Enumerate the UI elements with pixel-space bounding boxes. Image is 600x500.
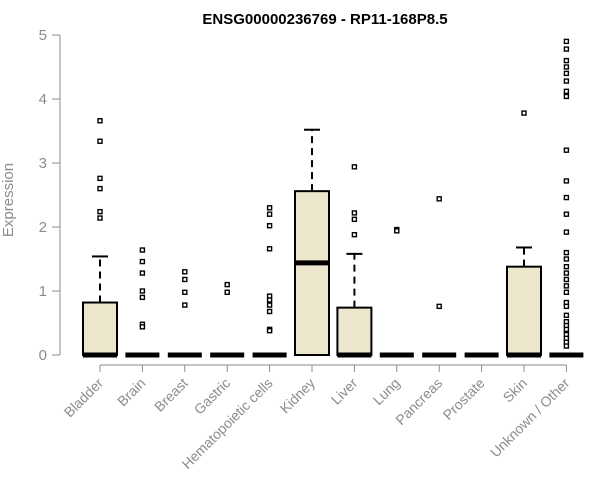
outlier-point bbox=[563, 147, 570, 153]
outlier-point bbox=[182, 276, 188, 283]
outlier-point bbox=[266, 302, 273, 308]
outlier-point bbox=[563, 70, 570, 77]
outlier-point bbox=[97, 208, 103, 215]
y-tick-label: 4 bbox=[39, 91, 47, 108]
outlier-point bbox=[563, 57, 570, 64]
x-tick-label: Kidney bbox=[277, 375, 319, 417]
x-tick-label: Breast bbox=[151, 375, 191, 415]
outlier-point bbox=[563, 194, 570, 201]
box-group bbox=[549, 38, 584, 358]
plot-area bbox=[82, 38, 584, 358]
outlier-point bbox=[563, 249, 570, 256]
outlier-point bbox=[563, 326, 570, 333]
outlier-point bbox=[436, 196, 442, 202]
outlier-point bbox=[139, 324, 146, 330]
outlier-point bbox=[351, 216, 358, 223]
outlier-point bbox=[351, 231, 358, 238]
outlier-point bbox=[563, 178, 570, 184]
outlier-point bbox=[266, 211, 273, 217]
box-group bbox=[167, 269, 202, 358]
y-tick-label: 2 bbox=[39, 219, 47, 236]
outlier-point bbox=[563, 88, 570, 95]
outlier-point bbox=[563, 78, 570, 84]
box-iqr bbox=[336, 306, 373, 357]
outlier-point bbox=[394, 228, 400, 234]
outlier-point bbox=[97, 185, 103, 192]
outlier-point bbox=[563, 312, 570, 319]
outlier-point bbox=[266, 223, 273, 229]
x-tick-label: Bladder bbox=[61, 375, 107, 421]
x-tick-label: Pancreas bbox=[392, 375, 445, 428]
outlier-point bbox=[436, 303, 442, 310]
outlier-point bbox=[563, 38, 570, 45]
outlier-point bbox=[266, 297, 273, 303]
box-group bbox=[422, 196, 457, 358]
x-tick-label: Unknown / Other bbox=[487, 375, 573, 461]
box-group bbox=[294, 128, 330, 356]
box-group bbox=[210, 281, 245, 358]
outlier-point bbox=[521, 110, 527, 116]
outlier-point bbox=[97, 118, 103, 124]
y-tick-label: 1 bbox=[39, 283, 47, 300]
y-axis: 0 1 2 3 4 5 bbox=[39, 27, 61, 364]
outlier-point bbox=[563, 93, 570, 100]
outlier-point bbox=[97, 175, 103, 182]
box-group bbox=[125, 247, 160, 358]
box-iqr bbox=[82, 301, 118, 356]
outlier-point bbox=[182, 302, 188, 308]
outlier-point bbox=[266, 246, 273, 252]
box-group bbox=[506, 110, 542, 358]
outlier-point bbox=[266, 308, 273, 315]
outlier-point bbox=[139, 294, 146, 301]
x-tick-label: Lung bbox=[370, 375, 403, 408]
outlier-point bbox=[266, 327, 273, 334]
outlier-point bbox=[182, 269, 188, 275]
outlier-point bbox=[351, 210, 358, 216]
box-group bbox=[252, 205, 287, 358]
outlier-point bbox=[266, 205, 273, 211]
x-tick-label: Brain bbox=[114, 375, 148, 409]
outlier-point bbox=[182, 289, 188, 295]
outlier-point bbox=[97, 138, 103, 144]
outlier-point bbox=[563, 229, 570, 235]
y-axis-label: Expression bbox=[0, 163, 17, 237]
y-tick-label: 3 bbox=[39, 155, 47, 172]
x-tick-label: Skin bbox=[500, 375, 531, 406]
outlier-point bbox=[563, 46, 570, 52]
box-iqr bbox=[294, 190, 330, 356]
outlier-point bbox=[563, 64, 570, 70]
box-group bbox=[82, 118, 118, 358]
y-tick-label: 5 bbox=[39, 27, 47, 44]
outlier-point bbox=[97, 215, 103, 221]
outlier-point bbox=[139, 258, 146, 265]
outlier-point bbox=[563, 211, 570, 217]
x-tick-label: Prostate bbox=[440, 375, 488, 423]
x-tick-label: Liver bbox=[328, 375, 361, 408]
outlier-point bbox=[563, 343, 570, 349]
box-group bbox=[336, 164, 373, 358]
outlier-point bbox=[563, 263, 570, 270]
box-group bbox=[379, 226, 414, 358]
outlier-point bbox=[351, 164, 358, 170]
outlier-point bbox=[139, 288, 146, 294]
outlier-point bbox=[224, 289, 230, 295]
outlier-point bbox=[563, 256, 570, 262]
box-iqr bbox=[506, 265, 542, 356]
y-tick-label: 0 bbox=[39, 347, 47, 364]
outlier-point bbox=[563, 289, 570, 295]
outlier-point bbox=[139, 247, 146, 253]
outlier-point bbox=[563, 283, 570, 289]
outlier-point bbox=[563, 270, 570, 276]
outlier-point bbox=[139, 270, 146, 276]
outlier-point bbox=[224, 281, 230, 288]
outlier-point bbox=[563, 303, 570, 310]
outlier-point bbox=[563, 276, 570, 283]
chart-title: ENSG00000236769 - RP11-168P8.5 bbox=[202, 11, 447, 28]
